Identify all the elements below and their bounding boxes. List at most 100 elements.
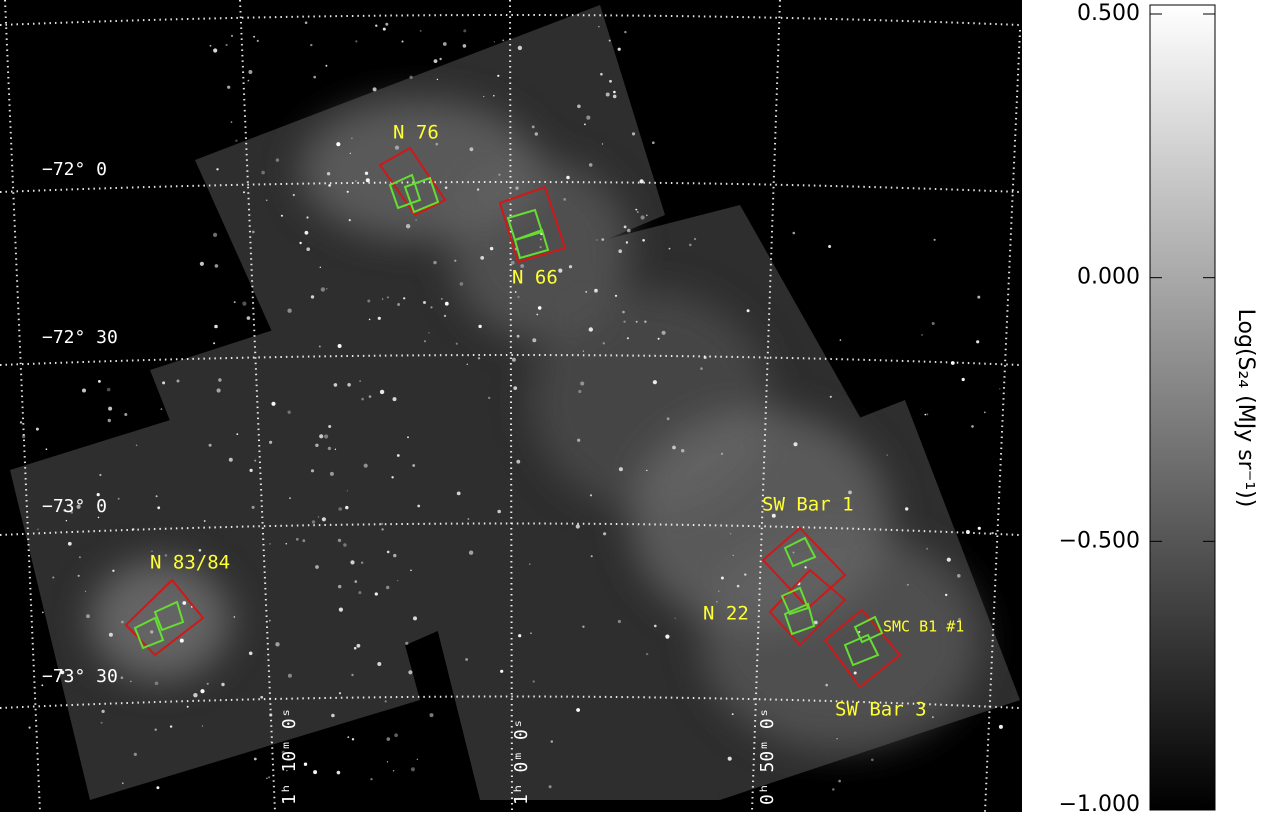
star (793, 442, 798, 447)
star (370, 778, 373, 781)
star (502, 39, 505, 42)
star (991, 531, 994, 535)
star (905, 507, 909, 511)
star (465, 658, 468, 661)
star (931, 322, 935, 325)
star (832, 788, 835, 791)
region-label: SMC B1 #1 (883, 618, 964, 636)
star (368, 318, 371, 321)
star (401, 40, 404, 43)
star (275, 642, 280, 647)
star (275, 158, 280, 162)
star (337, 538, 342, 543)
star (430, 306, 433, 309)
star (246, 316, 251, 320)
star (230, 34, 234, 38)
dec-label: −73° 0 (42, 496, 107, 517)
tile (430, 520, 720, 800)
star (321, 517, 326, 522)
green-box (133, 616, 165, 650)
star (720, 576, 724, 580)
green-box (783, 536, 817, 568)
dec-line (0, 695, 1021, 709)
star (550, 740, 553, 743)
star (958, 617, 961, 621)
star (326, 288, 328, 290)
star (493, 94, 495, 97)
star (580, 381, 585, 386)
green-box (153, 600, 185, 632)
star (377, 316, 381, 320)
star (372, 87, 377, 92)
star (694, 237, 697, 241)
star (408, 670, 413, 675)
star (736, 584, 740, 588)
star (311, 520, 316, 524)
star (356, 643, 361, 648)
star (718, 590, 720, 592)
star (409, 75, 413, 79)
star (977, 295, 981, 299)
star (306, 247, 311, 251)
star (792, 551, 795, 554)
star (926, 547, 929, 550)
star (100, 721, 103, 724)
star (101, 709, 105, 714)
star (439, 57, 442, 61)
star (78, 556, 81, 559)
region-label: N 66 (512, 267, 558, 289)
star (513, 386, 518, 390)
star (338, 507, 343, 511)
star (612, 94, 617, 99)
star (729, 533, 732, 535)
star (584, 123, 586, 126)
region-label: N 83/84 (150, 552, 230, 574)
star (804, 566, 807, 569)
star (933, 238, 936, 241)
star (520, 264, 525, 268)
star (578, 389, 582, 394)
star (248, 651, 253, 656)
star (346, 490, 348, 492)
star (374, 592, 378, 596)
star (289, 497, 291, 499)
star (361, 397, 364, 401)
star (107, 418, 112, 423)
star (99, 473, 102, 477)
star (853, 671, 857, 675)
star (303, 762, 308, 766)
green-box (780, 586, 810, 616)
star (310, 295, 315, 299)
star (568, 265, 573, 269)
star (976, 340, 980, 344)
star (500, 669, 504, 673)
star (179, 638, 184, 643)
star (999, 388, 1001, 390)
star (652, 380, 658, 385)
star (497, 74, 500, 77)
star (744, 573, 747, 576)
star (469, 147, 474, 152)
star (254, 459, 257, 462)
star (394, 733, 398, 737)
star (121, 782, 124, 785)
star (646, 469, 648, 472)
star (454, 259, 457, 262)
star (932, 716, 934, 718)
star (108, 406, 113, 411)
star (588, 327, 593, 332)
star (124, 413, 128, 416)
star (261, 170, 265, 175)
star (442, 42, 447, 46)
star (924, 413, 927, 416)
star (350, 560, 355, 565)
star (117, 497, 120, 500)
star (558, 268, 563, 273)
star (483, 95, 485, 98)
star (253, 757, 257, 761)
star (324, 434, 329, 439)
star (65, 520, 68, 522)
star (836, 738, 838, 740)
star (534, 132, 538, 136)
star (652, 141, 655, 144)
